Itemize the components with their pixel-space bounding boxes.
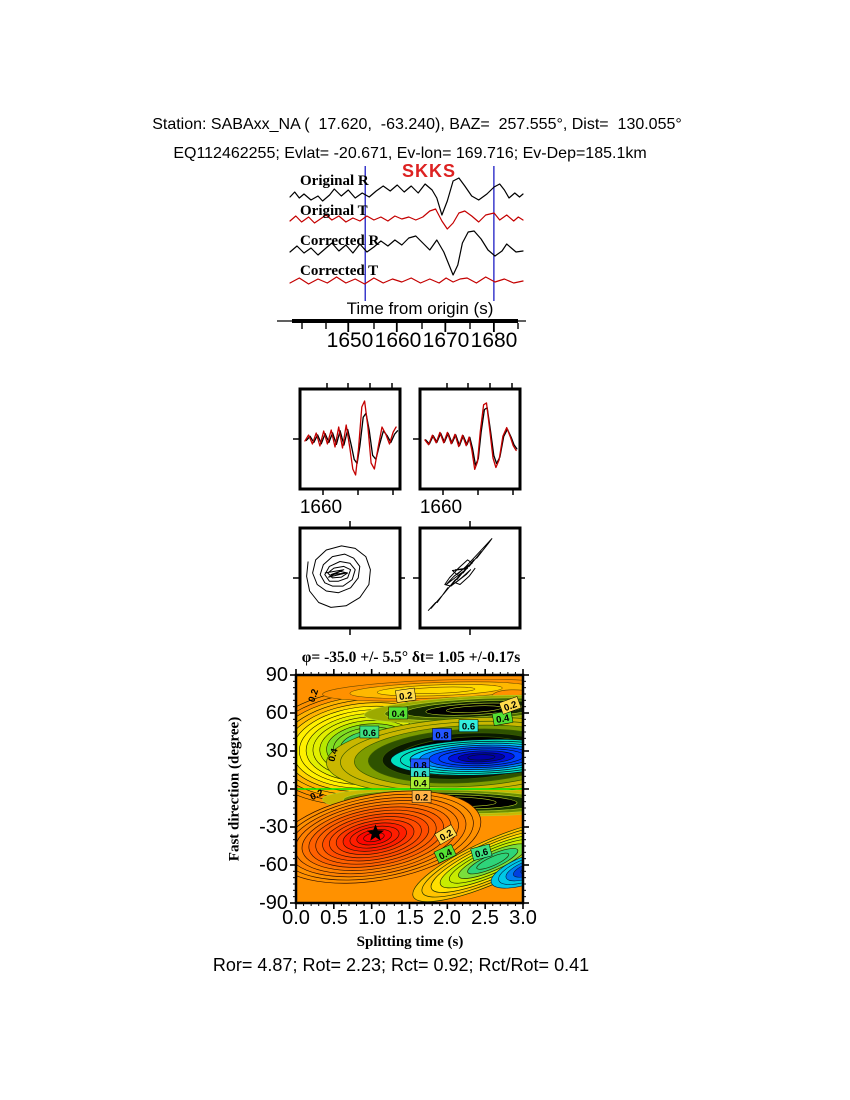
best-fit-star — [366, 824, 384, 841]
svg-text:0.4: 0.4 — [327, 747, 341, 763]
x-tick-label: 2.0 — [433, 907, 461, 929]
contour-label: 0.6 — [458, 719, 479, 733]
compare-box-original — [293, 383, 402, 495]
contour-label: 0.2 — [411, 790, 432, 803]
svg-text:0.2: 0.2 — [502, 699, 518, 714]
x-tick-label: 3.0 — [509, 907, 537, 929]
svg-text:0.4: 0.4 — [495, 713, 511, 726]
time-tick-label: 1650 — [326, 329, 374, 352]
box-frame — [418, 526, 522, 630]
time-tick-label: 1680 — [470, 329, 518, 352]
x-tick-label: 0.5 — [320, 907, 348, 929]
trace — [289, 230, 524, 276]
contour-label: 0.4 — [327, 747, 341, 763]
contour-label: 0.2 — [498, 696, 522, 715]
svg-text:0.2: 0.2 — [309, 788, 326, 804]
particle-motion-path — [306, 545, 371, 608]
contour-label: 0.2 — [309, 788, 326, 804]
time-tick-label: 1660 — [374, 329, 422, 352]
splitting-result-title: φ= -35.0 +/- 5.5° δt= 1.05 +/-0.17s — [301, 649, 521, 666]
y-tick-label: -60 — [259, 854, 288, 876]
particle-motion-corrected-box — [413, 521, 525, 635]
time-axis-title: Time from origin (s) — [346, 299, 494, 318]
trace-label-original-t: Original T — [300, 203, 368, 219]
time-tick-label: 1670 — [422, 329, 470, 352]
contour-label: 0.8 — [432, 728, 452, 741]
y-tick-label: 30 — [265, 740, 288, 762]
station-header: Station: SABAxx_NA ( 17.620, -63.240), B… — [152, 116, 682, 133]
trace — [289, 276, 524, 285]
y-tick-label: 0 — [276, 778, 288, 800]
particle-motion-original-box — [293, 521, 405, 635]
particle-motion-path — [427, 538, 493, 612]
svg-text:0.6: 0.6 — [462, 722, 475, 733]
svg-text:0.4: 0.4 — [437, 847, 454, 863]
svg-text:0.2: 0.2 — [399, 690, 414, 703]
contour-label: 0.6 — [359, 725, 380, 739]
event-header: EQ112462255; Evlat= -20.671, Ev-lon= 169… — [173, 145, 647, 162]
trace — [289, 208, 524, 230]
phase-label: SKKS — [401, 161, 457, 181]
trace-label-corrected-t: Corrected T — [300, 263, 379, 279]
x-tick-label: 0.0 — [282, 907, 310, 929]
waveform-plot — [277, 166, 526, 332]
svg-text:0.2: 0.2 — [307, 688, 322, 704]
svg-text:0.6: 0.6 — [413, 770, 426, 781]
box-frame — [418, 387, 522, 491]
contour-label: 0.4 — [433, 843, 457, 864]
compare-box-tick-label: 1660 — [419, 497, 463, 518]
trace — [424, 402, 517, 471]
svg-text:0.8: 0.8 — [413, 761, 426, 772]
svg-text:0.6: 0.6 — [474, 847, 490, 861]
trace-label-corrected-r: Corrected R — [300, 233, 380, 249]
y-tick-label: -90 — [259, 892, 288, 914]
box-frame — [298, 387, 402, 491]
y-tick-label: 60 — [265, 702, 288, 724]
contour-label: 0.4 — [491, 710, 514, 726]
svg-text:0.2: 0.2 — [415, 792, 428, 803]
box-frame — [298, 526, 402, 630]
contour-label: 0.4 — [410, 776, 430, 790]
x-axis-title: Splitting time (s) — [356, 934, 464, 950]
trace — [305, 412, 399, 465]
trace — [304, 400, 397, 476]
svg-text:0.8: 0.8 — [435, 730, 448, 741]
trace-label-original-r: Original R — [300, 173, 369, 189]
compare-box-corrected — [413, 383, 522, 495]
contour-label: 0.2 — [395, 687, 417, 703]
contour-label: 0.2 — [307, 688, 322, 704]
svg-text:0.4: 0.4 — [413, 779, 427, 790]
contour-label: 0.6 — [470, 843, 493, 861]
svg-text:0.4: 0.4 — [392, 709, 406, 720]
contour-label: 0.4 — [388, 706, 408, 720]
x-tick-label: 1.5 — [396, 907, 424, 929]
x-tick-label: 2.5 — [471, 907, 499, 929]
x-tick-label: 1.0 — [358, 907, 386, 929]
compare-box-tick-label: 1660 — [299, 497, 343, 518]
energy-map-plot: 0.2 0.20.40.6 0.80.60.40.20.40.20.80.60.40… — [290, 669, 529, 909]
trace — [289, 177, 524, 216]
svg-text:0.6: 0.6 — [363, 728, 376, 739]
results-footer: Ror= 4.87; Rot= 2.23; Rct= 0.92; Rct/Rot… — [212, 955, 590, 975]
y-tick-label: -30 — [259, 816, 288, 838]
y-tick-label: 90 — [265, 664, 288, 686]
